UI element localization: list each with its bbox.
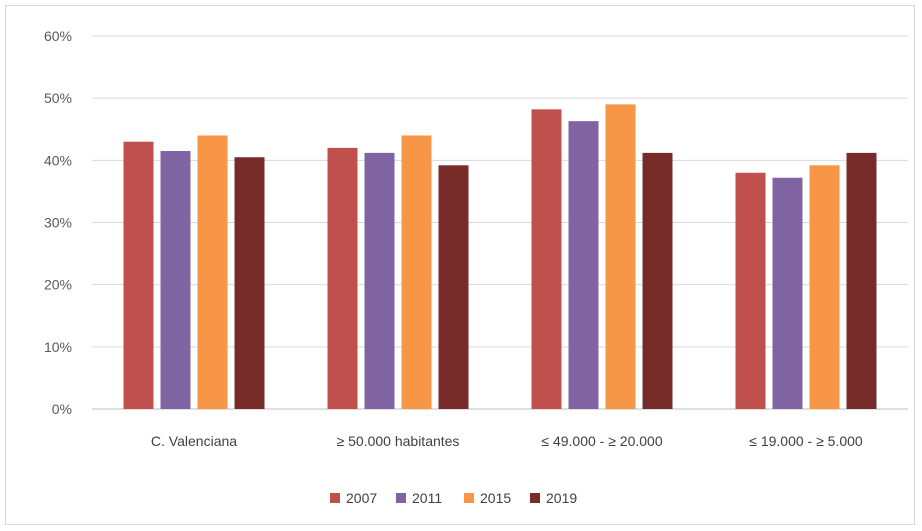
- legend: 2007 2011 2015 2019: [330, 490, 577, 506]
- x-axis-categories: C. Valenciana ≥ 50.000 habitantes ≤ 49.000…: [151, 433, 863, 449]
- y-tick-label: 40%: [44, 152, 72, 168]
- bar-2015-2: [605, 104, 636, 409]
- gridlines: [92, 35, 908, 410]
- legend-label: 2007: [346, 490, 377, 506]
- legend-label: 2019: [546, 490, 577, 506]
- y-tick-label: 30%: [44, 215, 72, 231]
- y-tick-label: 10%: [44, 339, 72, 355]
- y-tick-label: 20%: [44, 277, 72, 293]
- bar-2015-3: [809, 165, 840, 409]
- x-category-label: ≤ 49.000 - ≥ 20.000: [541, 433, 662, 449]
- bars: [123, 104, 877, 410]
- y-axis-ticks: 0% 10% 20% 30% 40% 50% 60%: [44, 28, 72, 417]
- bar-2015-1: [401, 135, 432, 409]
- bar-2011-2: [568, 121, 599, 409]
- bar-2007-0: [123, 141, 154, 409]
- bar-2019-2: [642, 152, 673, 409]
- y-tick-label: 60%: [44, 28, 72, 44]
- y-tick-label: 50%: [44, 90, 72, 106]
- legend-swatch-2019: [530, 493, 540, 503]
- bar-2007-1: [327, 147, 358, 409]
- bar-2011-0: [160, 151, 191, 409]
- bar-2011-1: [364, 152, 395, 409]
- legend-swatch-2015: [464, 493, 474, 503]
- legend-label: 2015: [480, 490, 511, 506]
- bar-2007-2: [531, 109, 562, 410]
- y-tick-label: 0%: [52, 401, 72, 417]
- bar-2019-3: [846, 152, 877, 409]
- x-category-label: ≤ 19.000 - ≥ 5.000: [749, 433, 863, 449]
- x-category-label: C. Valenciana: [151, 433, 237, 449]
- bar-2019-0: [234, 157, 265, 409]
- bar-2019-1: [438, 165, 469, 409]
- bar-2007-3: [735, 172, 766, 409]
- legend-swatch-2007: [330, 493, 340, 503]
- legend-label: 2011: [412, 490, 442, 506]
- bar-2011-3: [772, 177, 803, 409]
- legend-swatch-2011: [396, 493, 406, 503]
- bar-2015-0: [197, 135, 228, 409]
- x-category-label: ≥ 50.000 habitantes: [337, 433, 460, 449]
